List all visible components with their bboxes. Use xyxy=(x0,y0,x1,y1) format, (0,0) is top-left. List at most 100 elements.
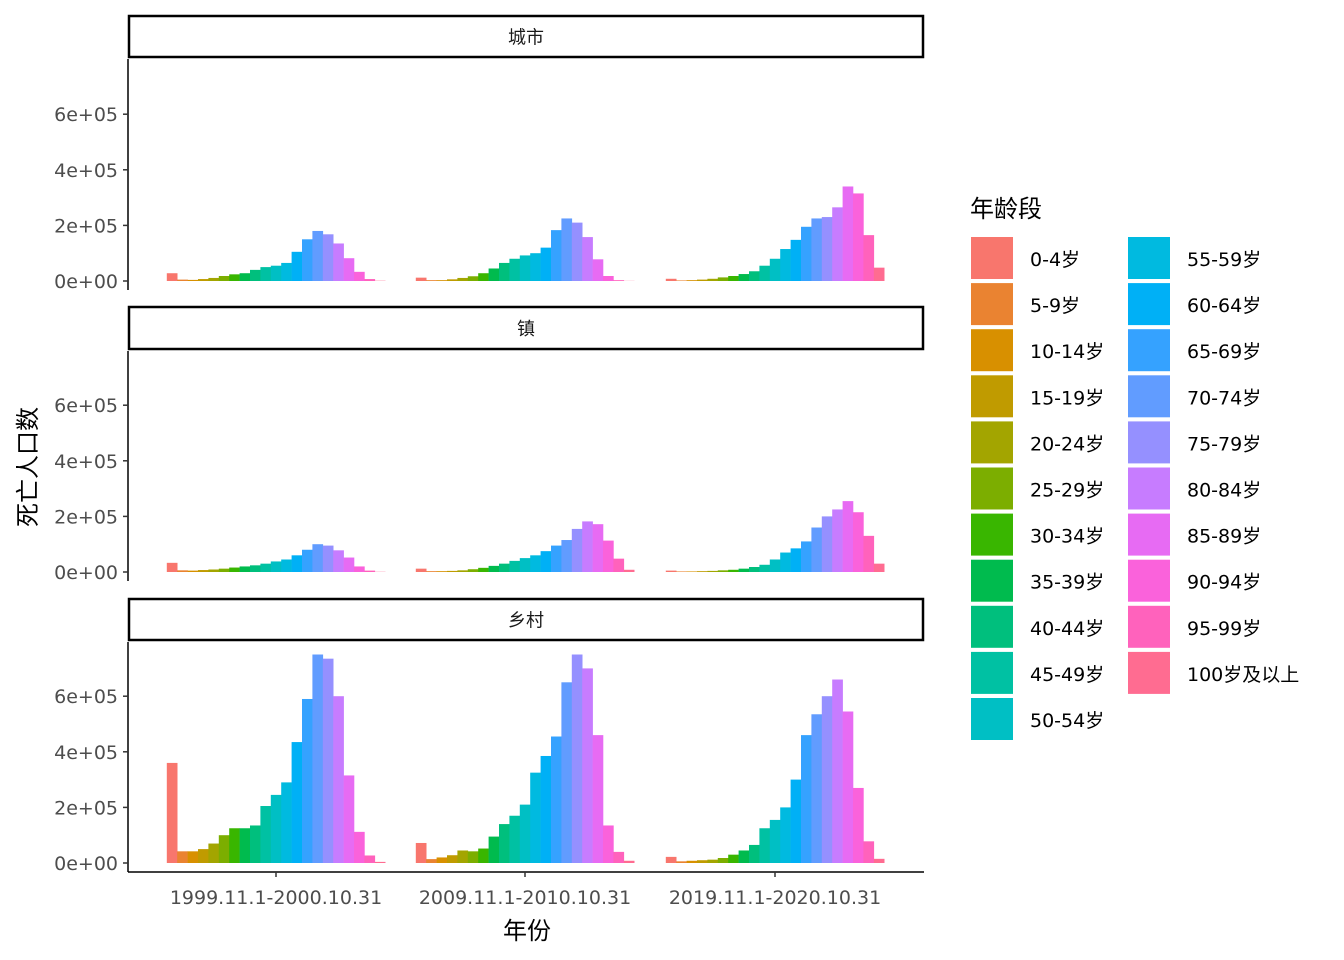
bar xyxy=(322,545,334,572)
bar xyxy=(187,279,199,281)
bar xyxy=(738,850,750,863)
bar xyxy=(863,235,875,281)
bar xyxy=(717,277,729,281)
legend-swatch xyxy=(971,283,1013,326)
legend-label: 55-59岁 xyxy=(1187,249,1261,271)
bar xyxy=(759,564,771,572)
bar xyxy=(291,555,303,572)
bar xyxy=(457,850,469,863)
y-tick-label: 0e+00 xyxy=(54,271,118,293)
legend-swatch xyxy=(971,375,1013,418)
legend-swatch xyxy=(971,421,1013,464)
x-tick-label: 1999.11.1-2000.10.31 xyxy=(170,887,382,909)
bar xyxy=(623,569,635,572)
bar xyxy=(686,571,698,572)
bar xyxy=(426,859,437,863)
legend-swatch xyxy=(971,698,1013,740)
bar xyxy=(364,279,376,281)
bar xyxy=(686,860,698,863)
bar xyxy=(467,851,479,863)
bar xyxy=(426,571,437,572)
legend-item: 85-89岁 xyxy=(1128,513,1261,556)
legend-label: 30-34岁 xyxy=(1030,526,1104,548)
bar xyxy=(540,247,552,281)
bar xyxy=(312,544,324,572)
bar xyxy=(530,555,541,572)
bar xyxy=(354,271,365,281)
bar xyxy=(343,557,355,572)
bar xyxy=(343,775,355,863)
bar xyxy=(863,841,875,863)
bar xyxy=(832,509,843,572)
legend-label: 50-54岁 xyxy=(1030,710,1104,732)
legend-label: 80-84岁 xyxy=(1187,480,1261,502)
bar xyxy=(697,279,708,281)
legend-swatch xyxy=(971,559,1013,602)
bar xyxy=(749,271,760,281)
bar xyxy=(499,262,510,281)
bar xyxy=(530,253,541,281)
bar xyxy=(229,274,240,281)
bar xyxy=(374,861,386,863)
bar xyxy=(623,860,635,863)
bar xyxy=(436,280,448,281)
bar xyxy=(488,268,500,281)
legend-swatch xyxy=(971,605,1013,648)
y-tick-label: 4e+05 xyxy=(54,451,118,473)
legend-swatch xyxy=(1128,329,1170,372)
bar xyxy=(853,512,864,572)
bar xyxy=(738,568,750,572)
bar xyxy=(873,563,885,572)
bar xyxy=(790,779,802,863)
legend-label: 75-79岁 xyxy=(1187,433,1261,455)
bar xyxy=(613,558,625,572)
legend-label: 65-69岁 xyxy=(1187,341,1261,363)
legend-label: 10-14岁 xyxy=(1030,341,1104,363)
bar xyxy=(478,848,489,863)
bar xyxy=(322,234,334,281)
bar xyxy=(312,654,324,863)
bar xyxy=(801,735,812,863)
legend-label: 5-9岁 xyxy=(1030,295,1080,317)
bar xyxy=(415,842,427,863)
y-tick-label: 2e+05 xyxy=(54,797,118,819)
bar xyxy=(540,755,552,863)
bar xyxy=(790,239,802,281)
legend-swatch xyxy=(1128,421,1170,464)
bar xyxy=(177,851,188,863)
legend-label: 95-99岁 xyxy=(1187,618,1261,640)
bar xyxy=(187,851,199,863)
y-tick-label: 0e+00 xyxy=(54,853,118,875)
bar xyxy=(312,230,324,281)
bar xyxy=(239,273,251,281)
bar xyxy=(457,570,469,572)
bar xyxy=(759,265,771,281)
legend-label: 25-29岁 xyxy=(1030,480,1104,502)
bar xyxy=(561,682,573,863)
bar xyxy=(302,698,313,863)
bar xyxy=(769,559,781,572)
bar xyxy=(582,237,593,281)
bar xyxy=(603,540,614,572)
bar xyxy=(821,696,833,863)
bar xyxy=(561,540,573,572)
bar xyxy=(281,782,292,863)
bar xyxy=(270,794,282,863)
y-tick-label: 6e+05 xyxy=(54,395,118,417)
bar xyxy=(519,255,531,281)
bar xyxy=(302,239,313,281)
legend-title: 年龄段 xyxy=(970,195,1042,223)
legend-item: 30-34岁 xyxy=(971,513,1104,556)
bar xyxy=(343,258,355,281)
legend-swatch xyxy=(1128,651,1170,694)
bar xyxy=(281,559,292,572)
legend-swatch xyxy=(1128,375,1170,418)
bar xyxy=(218,568,230,572)
bar xyxy=(540,551,552,572)
legend-item: 60-64岁 xyxy=(1128,283,1261,326)
bar xyxy=(821,516,833,572)
bar xyxy=(499,824,510,863)
bar xyxy=(333,550,344,572)
bar xyxy=(177,279,188,281)
